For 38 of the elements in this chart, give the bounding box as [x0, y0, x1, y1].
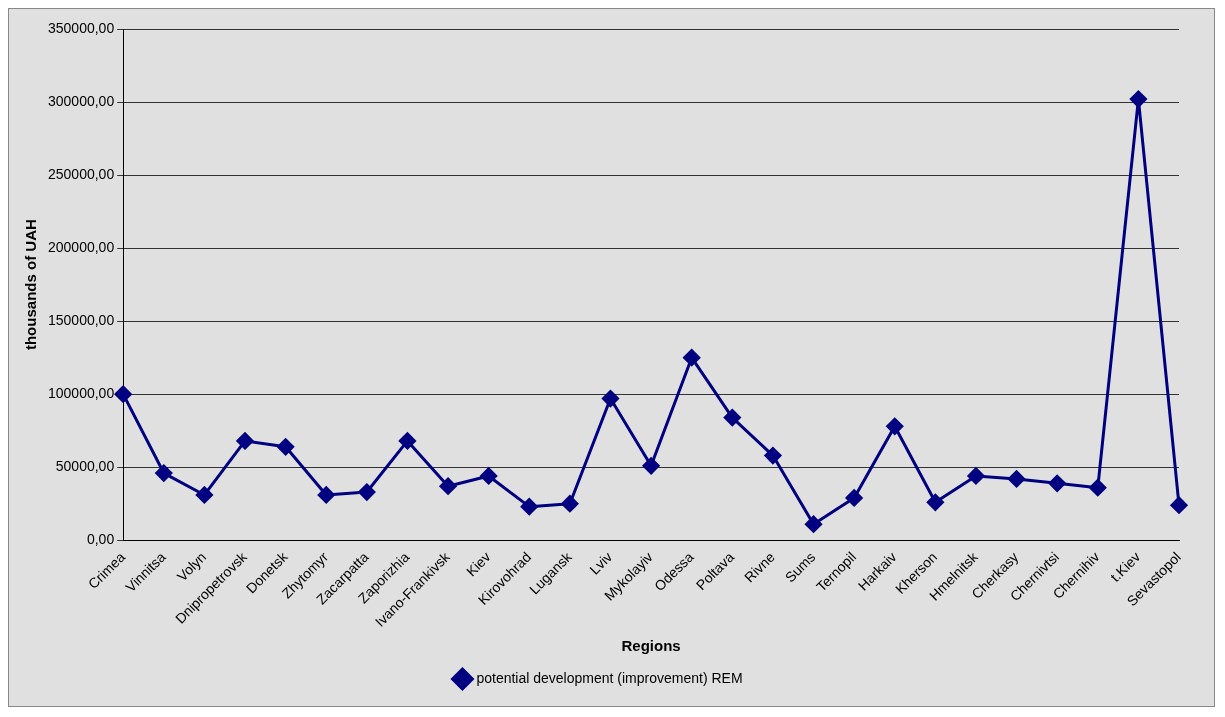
point [155, 464, 173, 482]
point [561, 495, 579, 513]
y-tick-label: 100000,00 [47, 385, 115, 402]
y-axis-title: thousands of UAH [22, 219, 40, 351]
point [926, 493, 944, 511]
point [1089, 479, 1107, 497]
point [480, 467, 498, 485]
point [398, 432, 416, 450]
x-axis-title: Regions [621, 637, 681, 655]
point [1170, 496, 1188, 514]
point [317, 486, 335, 504]
point [886, 417, 904, 435]
point [1008, 470, 1026, 488]
point [114, 385, 132, 403]
point [723, 409, 741, 427]
point [601, 390, 619, 408]
y-tick-label: 50000,00 [55, 458, 115, 475]
point [1129, 90, 1147, 108]
point [967, 467, 985, 485]
y-tick-label: 0,00 [86, 531, 115, 548]
point [439, 477, 457, 495]
point [520, 498, 538, 516]
point [642, 457, 660, 475]
point [683, 349, 701, 367]
y-tick-label: 200000,00 [47, 238, 115, 255]
point [358, 483, 376, 501]
point [236, 432, 254, 450]
y-tick-label: 250000,00 [47, 165, 115, 182]
y-tick-label: 350000,00 [47, 19, 115, 36]
point [764, 447, 782, 465]
y-tick-label: 150000,00 [47, 312, 115, 328]
point [277, 438, 295, 456]
point [1048, 474, 1066, 492]
point [805, 515, 823, 533]
point [195, 486, 213, 504]
point [845, 489, 863, 507]
y-tick-label: 300000,00 [47, 92, 115, 109]
legend-label: potential development (improvement) REM [476, 669, 743, 686]
